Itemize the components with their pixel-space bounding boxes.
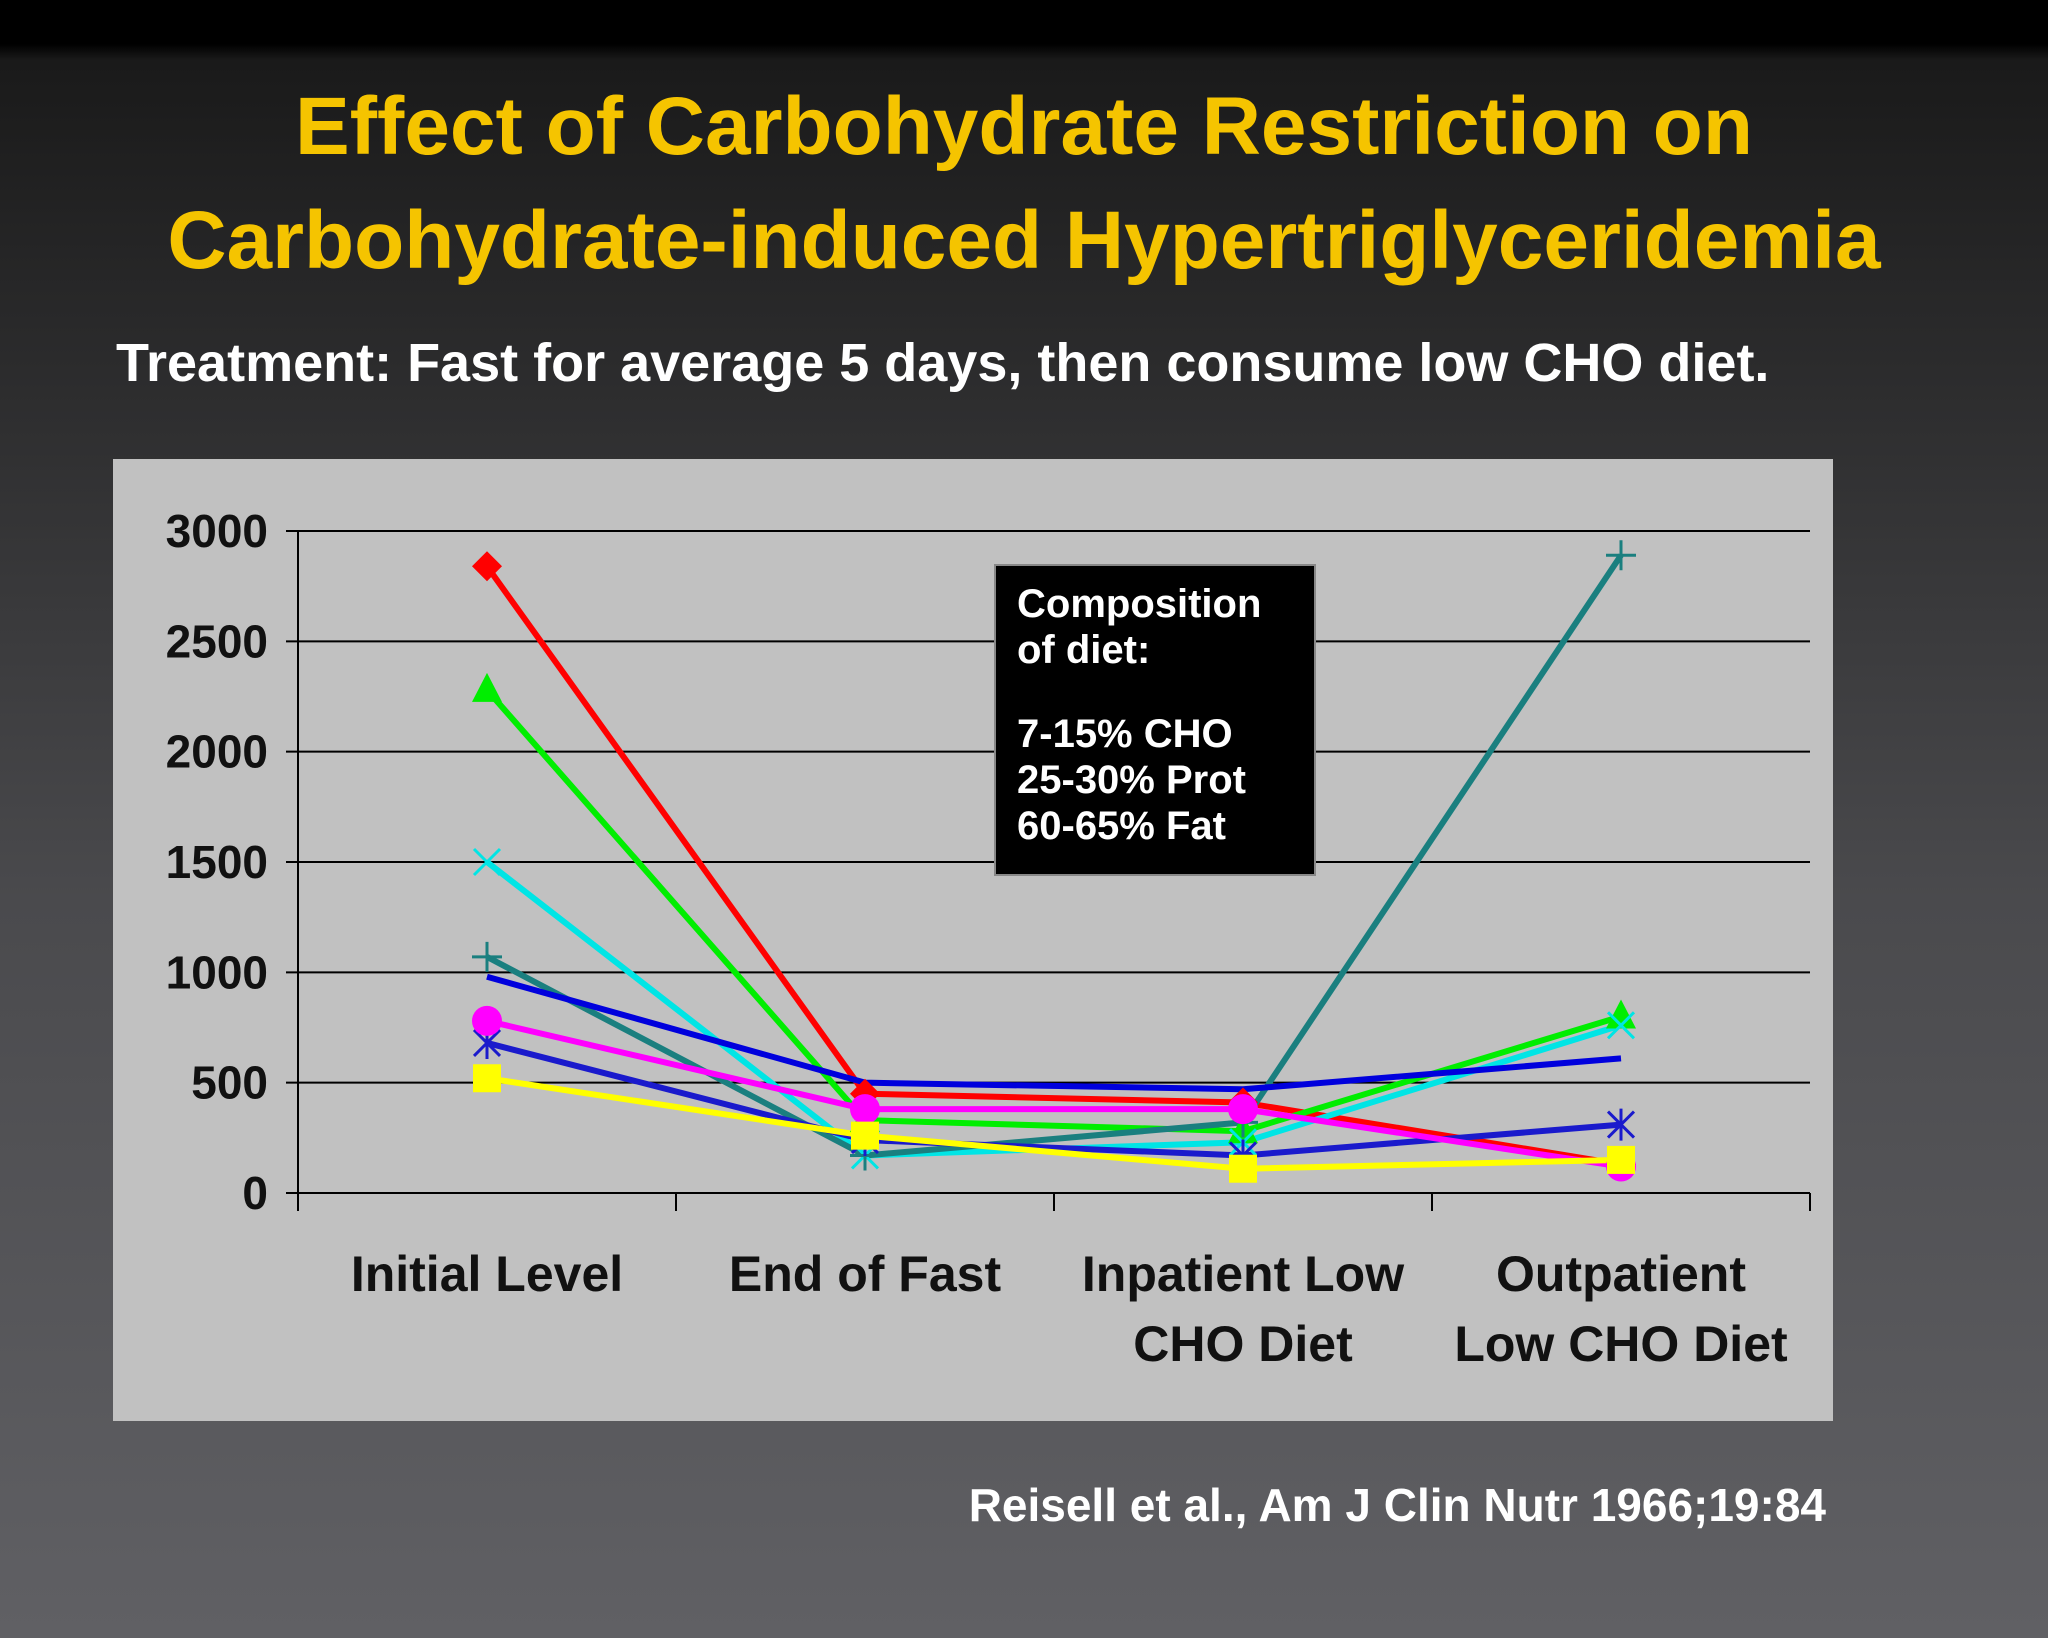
- x-category-label: Inpatient Low CHO Diet: [1082, 1246, 1404, 1372]
- y-tick-label: 2000: [166, 726, 268, 778]
- diet-composition-note: Composition of diet: 7-15% CHO 25-30% Prot…: [994, 564, 1316, 876]
- data-point-triangle: [1606, 999, 1636, 1029]
- series-line: [484, 564, 1622, 1168]
- x-category-label-line: Outpatient: [1496, 1246, 1746, 1302]
- x-category-label-line: Inpatient Low: [1082, 1246, 1404, 1302]
- note-line: of diet:: [1017, 628, 1150, 672]
- note-line: [1017, 666, 1028, 710]
- note-line: 7-15% CHO: [1017, 712, 1233, 756]
- y-tick-label: 2500: [166, 615, 268, 667]
- treatment-subtitle: Treatment: Fast for average 5 days, then…: [116, 333, 1770, 393]
- note-line: 60-65% Fat: [1017, 804, 1226, 848]
- x-category-label-line: CHO Diet: [1133, 1316, 1353, 1372]
- series-line: [486, 1017, 1622, 1170]
- data-point-x: [1606, 1011, 1636, 1040]
- data-point-circle: [1228, 1094, 1258, 1125]
- y-tick-label: 3000: [166, 505, 268, 557]
- y-tick-label: 0: [242, 1167, 268, 1219]
- note-line: 25-30% Prot: [1017, 758, 1246, 802]
- y-tick-label: 500: [191, 1057, 268, 1109]
- data-point-circle: [472, 1005, 502, 1036]
- x-category-label: Outpatient Low CHO Diet: [1454, 1246, 1788, 1372]
- series-line: [486, 973, 1622, 1093]
- data-point-plus: [472, 941, 502, 972]
- title-line-1: Effect of Carbohydrate Restriction on: [295, 81, 1753, 172]
- slide-title: Effect of Carbohydrate Restriction on Ca…: [0, 70, 2048, 298]
- y-tick-label: 1500: [166, 836, 268, 888]
- note-text: Composition of diet: 7-15% CHO 25-30% Prot…: [1017, 582, 1261, 848]
- data-point-plus: [1606, 540, 1636, 571]
- series-line: [485, 553, 1624, 1159]
- x-category-label-line: Initial Level: [351, 1246, 623, 1302]
- citation: Reisell et al., Am J Clin Nutr 1966;19:8…: [968, 1479, 1826, 1531]
- data-point-square: [851, 1121, 879, 1150]
- y-tick-label: 1000: [166, 946, 268, 998]
- note-line: Composition: [1017, 582, 1261, 626]
- line-chart: 0 500 1000 1500 2000 2500 3000 Initial Level End…: [166, 505, 1811, 1372]
- x-category-label-line: Low CHO Diet: [1454, 1316, 1788, 1372]
- data-point-square: [473, 1064, 501, 1093]
- data-point-diamond: [472, 551, 502, 582]
- note-box: [994, 564, 1316, 876]
- title-line-2: Carbohydrate-induced Hypertriglyceridemi…: [167, 195, 1881, 286]
- series-line: [486, 1075, 1622, 1172]
- x-category-label: End of Fast: [729, 1246, 1002, 1302]
- data-point-star: [1606, 1108, 1636, 1141]
- chart-panel: 0 500 1000 1500 2000 2500 3000 Initial Level End…: [113, 459, 1833, 1421]
- axis-layer: 0 500 1000 1500 2000 2500 3000 Initial Level End…: [166, 505, 1811, 1372]
- x-category-label-line: End of Fast: [729, 1246, 1002, 1302]
- data-point-square: [1229, 1154, 1257, 1183]
- x-category-label: Initial Level: [351, 1246, 623, 1302]
- series-layer: [472, 540, 1636, 1183]
- data-point-circle: [850, 1094, 880, 1125]
- data-point-x: [472, 847, 502, 877]
- data-point-square: [1607, 1145, 1635, 1174]
- data-point-triangle: [472, 672, 502, 702]
